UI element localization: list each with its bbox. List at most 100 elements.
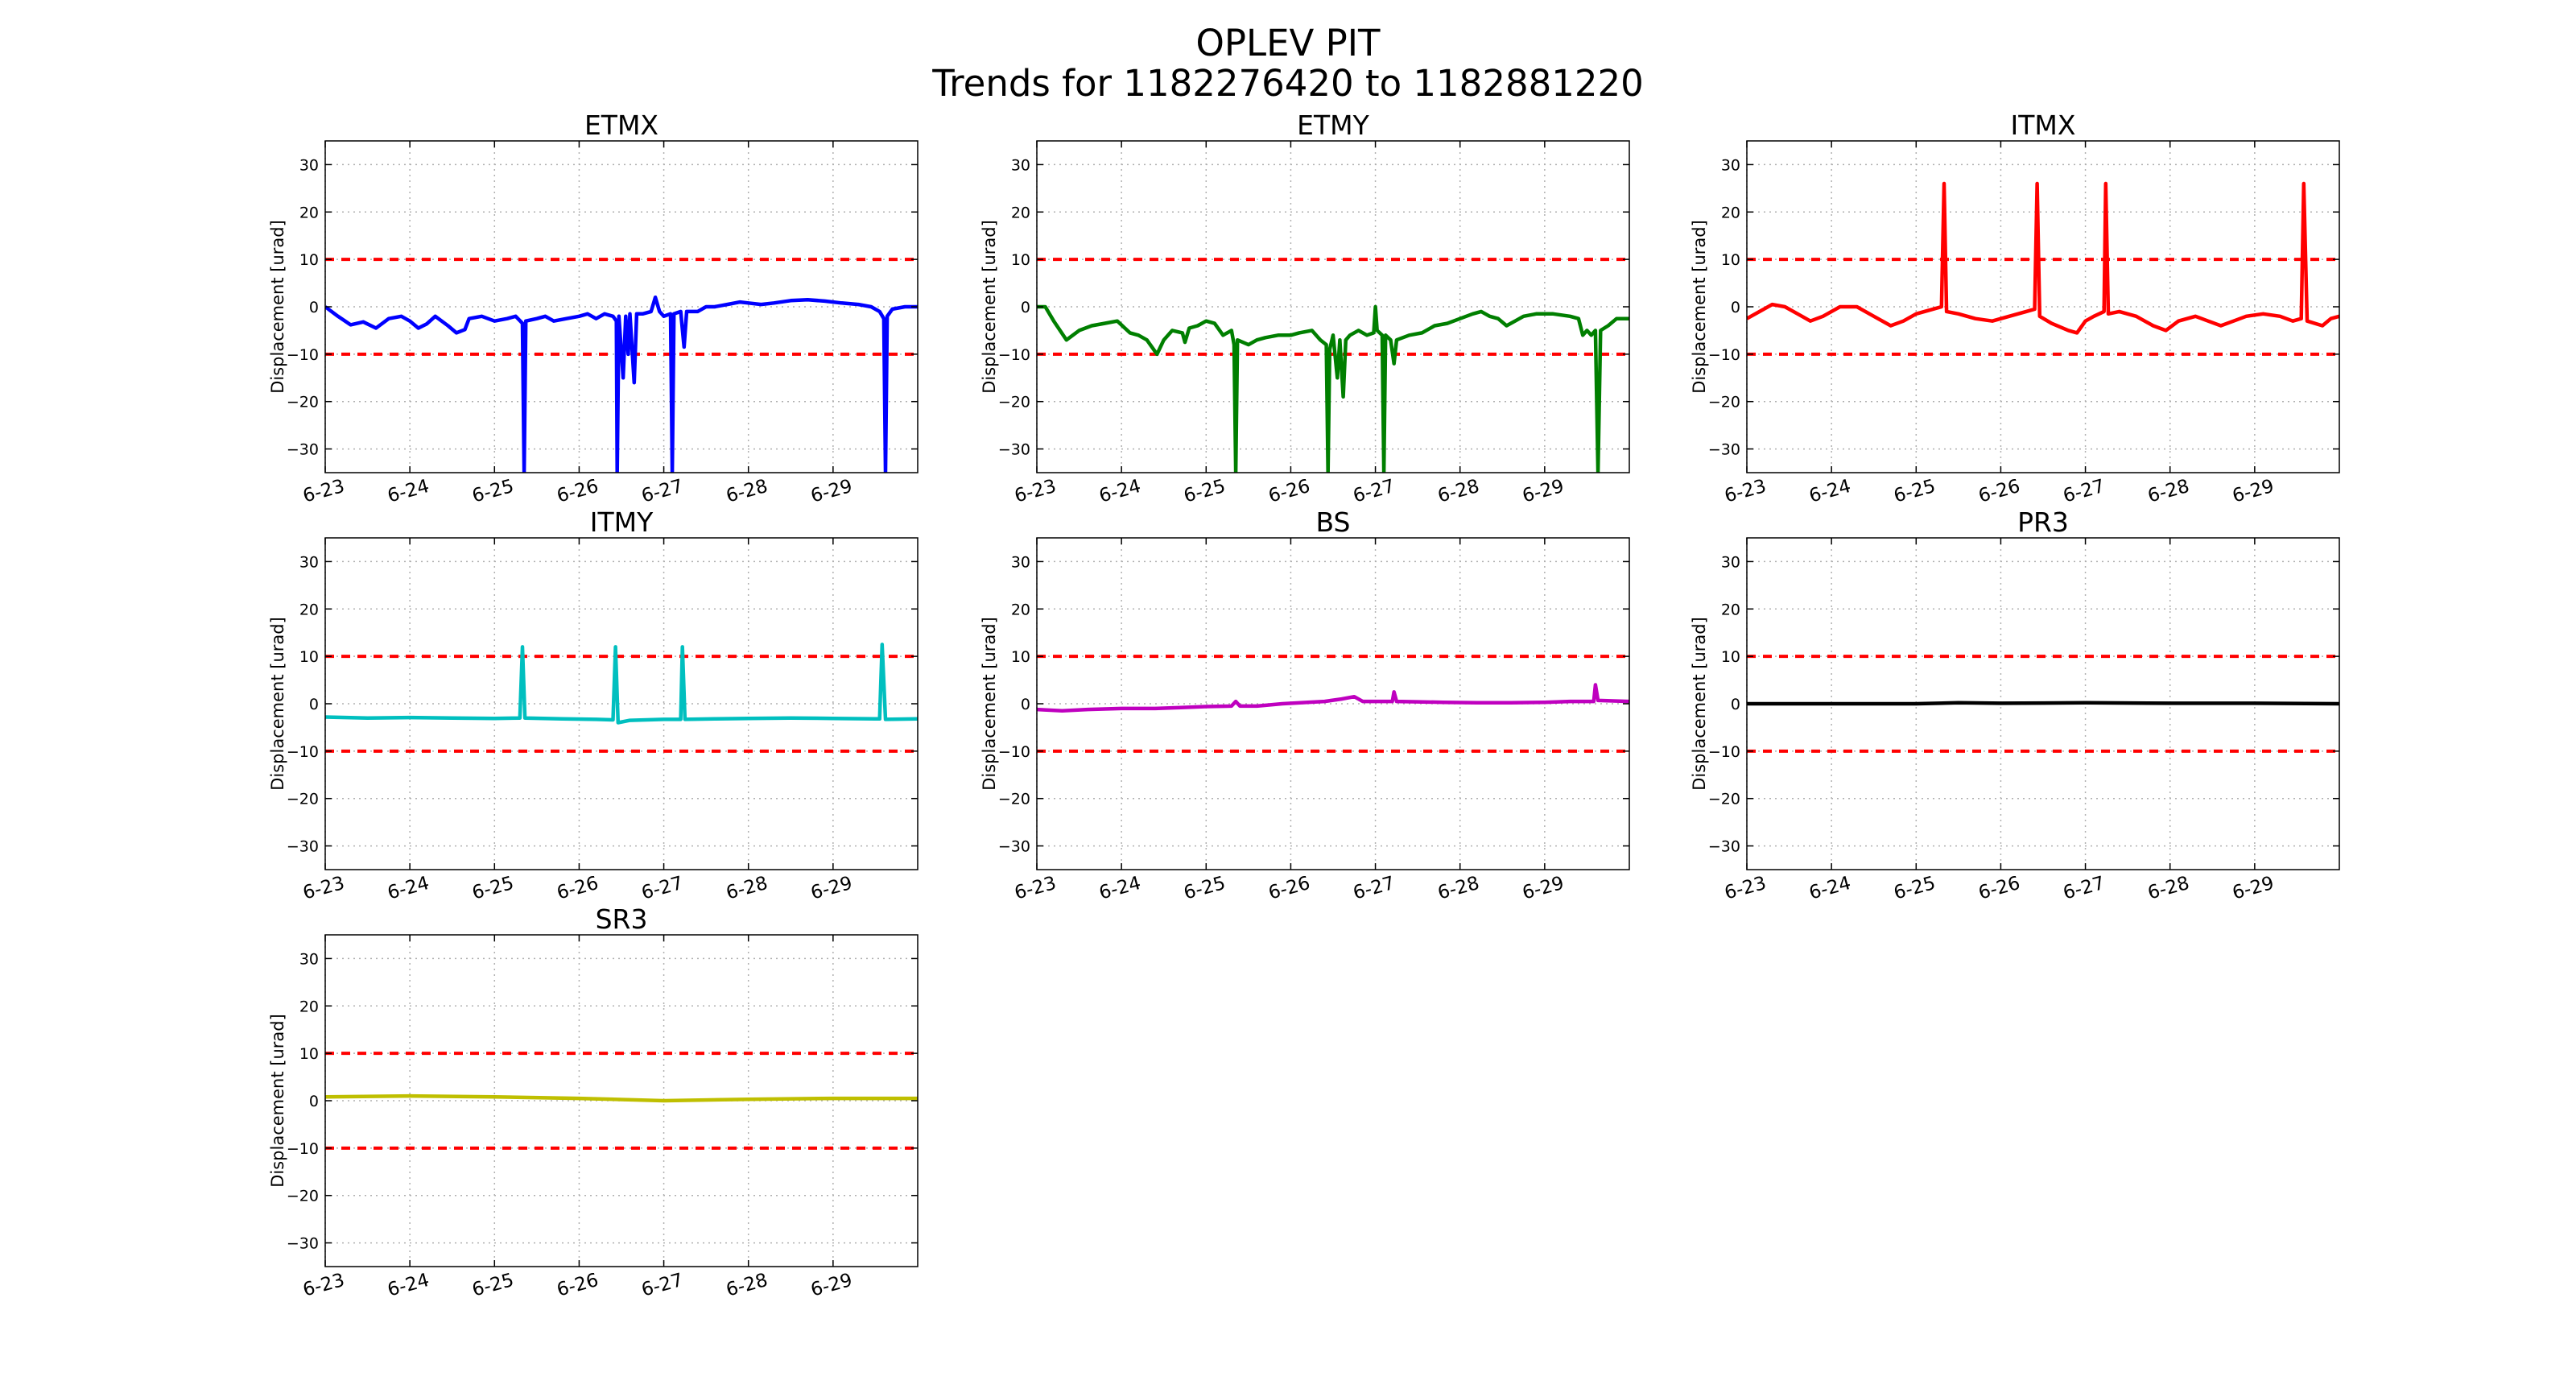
figure-title: OPLEV PIT [1195, 22, 1381, 64]
y-tick-label: 10 [299, 1045, 319, 1063]
y-tick-label: −10 [998, 346, 1030, 364]
subplot-etmx: −30 −20 −10 0 10 20 30 6-23 6-24 6-25 6-26 6-27 6-28… [268, 110, 919, 507]
x-tick-label: 6-27 [1351, 476, 1397, 507]
y-tick-label: 20 [299, 998, 319, 1015]
x-tick-label: 6-24 [1097, 873, 1143, 904]
y-tick-label: 20 [299, 601, 319, 618]
y-tick-label: 10 [1721, 648, 1740, 666]
x-tick-label: 6-29 [2230, 476, 2276, 507]
y-axis-label: Displacement [urad] [268, 220, 287, 394]
y-tick-label: 0 [1021, 299, 1030, 316]
y-tick-label: 30 [299, 553, 319, 571]
x-tick-label: 6-24 [386, 1270, 431, 1301]
x-tick-label: 6-24 [386, 873, 431, 904]
y-tick-label: −30 [1708, 838, 1740, 856]
y-tick-label: 30 [299, 156, 319, 174]
y-tick-label: −30 [287, 838, 319, 856]
x-tick-label: 6-25 [1182, 873, 1228, 904]
x-tick-label: 6-24 [1807, 476, 1853, 507]
y-axis-label: Displacement [urad] [268, 1014, 287, 1188]
y-tick-label: 10 [1011, 648, 1030, 666]
subplot-title: PR3 [2017, 506, 2069, 538]
subplot-title: ETMX [584, 110, 658, 141]
subplot-sr3: −30 −20 −10 0 10 20 30 6-23 6-24 6-25 6-26 6-27 6-28… [268, 903, 919, 1301]
x-tick-label: 6-23 [301, 873, 347, 904]
x-tick-label: 6-23 [301, 476, 347, 507]
y-tick-label: −20 [287, 791, 319, 808]
x-tick-label: 6-27 [2061, 873, 2107, 904]
x-tick-label: 6-26 [1266, 873, 1312, 904]
y-tick-label: 0 [1731, 299, 1740, 316]
y-tick-label: 30 [1011, 553, 1030, 571]
y-tick-label: −20 [1708, 791, 1740, 808]
x-tick-label: 6-28 [1435, 873, 1481, 904]
data-series-line [325, 295, 918, 473]
x-tick-label: 6-25 [1892, 476, 1938, 507]
x-tick-label: 6-29 [808, 476, 854, 507]
y-tick-label: 10 [299, 648, 319, 666]
y-tick-label: 10 [1721, 251, 1740, 269]
x-tick-label: 6-27 [1351, 873, 1397, 904]
figure-subtitle: Trends for 1182276420 to 1182881220 [932, 62, 1644, 105]
x-tick-label: 6-23 [1013, 476, 1059, 507]
plot-area [325, 538, 918, 870]
y-tick-label: 20 [1011, 204, 1030, 221]
y-tick-label: −10 [1708, 743, 1740, 761]
x-tick-label: 6-29 [1520, 476, 1566, 507]
data-series-line [325, 1093, 918, 1103]
y-tick-label: 30 [299, 950, 319, 968]
y-tick-label: 0 [1731, 696, 1740, 713]
x-tick-label: 6-28 [724, 476, 770, 507]
subplot-title: ITMX [2011, 110, 2076, 141]
y-tick-label: 30 [1721, 156, 1740, 174]
y-tick-label: −10 [1708, 346, 1740, 364]
plot-area [1037, 141, 1629, 473]
x-tick-label: 6-27 [639, 476, 685, 507]
x-tick-label: 6-25 [1892, 873, 1938, 904]
x-tick-label: 6-26 [1266, 476, 1312, 507]
x-tick-label: 6-23 [301, 1270, 347, 1301]
data-series-line [1037, 304, 1629, 473]
y-tick-label: −20 [998, 394, 1030, 411]
y-tick-label: 20 [299, 204, 319, 221]
subplot-itmy: −30 −20 −10 0 10 20 30 6-23 6-24 6-25 6-26 6-27 6-28… [268, 506, 919, 904]
x-tick-label: 6-24 [1097, 476, 1143, 507]
y-tick-label: 20 [1721, 204, 1740, 221]
y-axis-label: Displacement [urad] [980, 617, 999, 791]
y-axis-label: Displacement [urad] [980, 220, 999, 394]
y-tick-label: 20 [1011, 601, 1030, 618]
y-tick-label: 30 [1011, 156, 1030, 174]
subplot-title: ITMY [590, 506, 654, 538]
y-axis-label: Displacement [urad] [268, 617, 287, 791]
x-tick-label: 6-24 [1807, 873, 1853, 904]
x-tick-label: 6-26 [1976, 873, 2022, 904]
x-tick-label: 6-25 [470, 476, 516, 507]
y-tick-label: −30 [998, 838, 1030, 856]
x-tick-label: 6-29 [1520, 873, 1566, 904]
subplot-pr3: −30 −20 −10 0 10 20 30 6-23 6-24 6-25 6-26 6-27 6-28… [1690, 506, 2340, 904]
x-tick-label: 6-25 [1182, 476, 1228, 507]
y-axis-label: Displacement [urad] [1690, 617, 1709, 791]
y-tick-label: −30 [998, 441, 1030, 459]
y-tick-label: 20 [1721, 601, 1740, 618]
y-tick-label: −20 [287, 394, 319, 411]
x-tick-label: 6-29 [2230, 873, 2276, 904]
y-axis-label: Displacement [urad] [1690, 220, 1709, 394]
data-series-line [1037, 683, 1629, 713]
x-tick-label: 6-28 [1435, 476, 1481, 507]
data-series-line [325, 643, 918, 725]
y-tick-label: 10 [299, 251, 319, 269]
x-tick-label: 6-25 [470, 1270, 516, 1301]
plot-area [325, 141, 918, 473]
x-tick-label: 6-28 [724, 873, 770, 904]
x-tick-label: 6-28 [2145, 873, 2191, 904]
x-tick-label: 6-25 [470, 873, 516, 904]
x-tick-label: 6-24 [386, 476, 431, 507]
x-tick-label: 6-23 [1013, 873, 1059, 904]
x-tick-label: 6-23 [1723, 873, 1769, 904]
subplot-title: SR3 [596, 903, 648, 935]
subplot-title: BS [1315, 506, 1350, 538]
x-tick-label: 6-27 [639, 1270, 685, 1301]
y-tick-label: −20 [998, 791, 1030, 808]
